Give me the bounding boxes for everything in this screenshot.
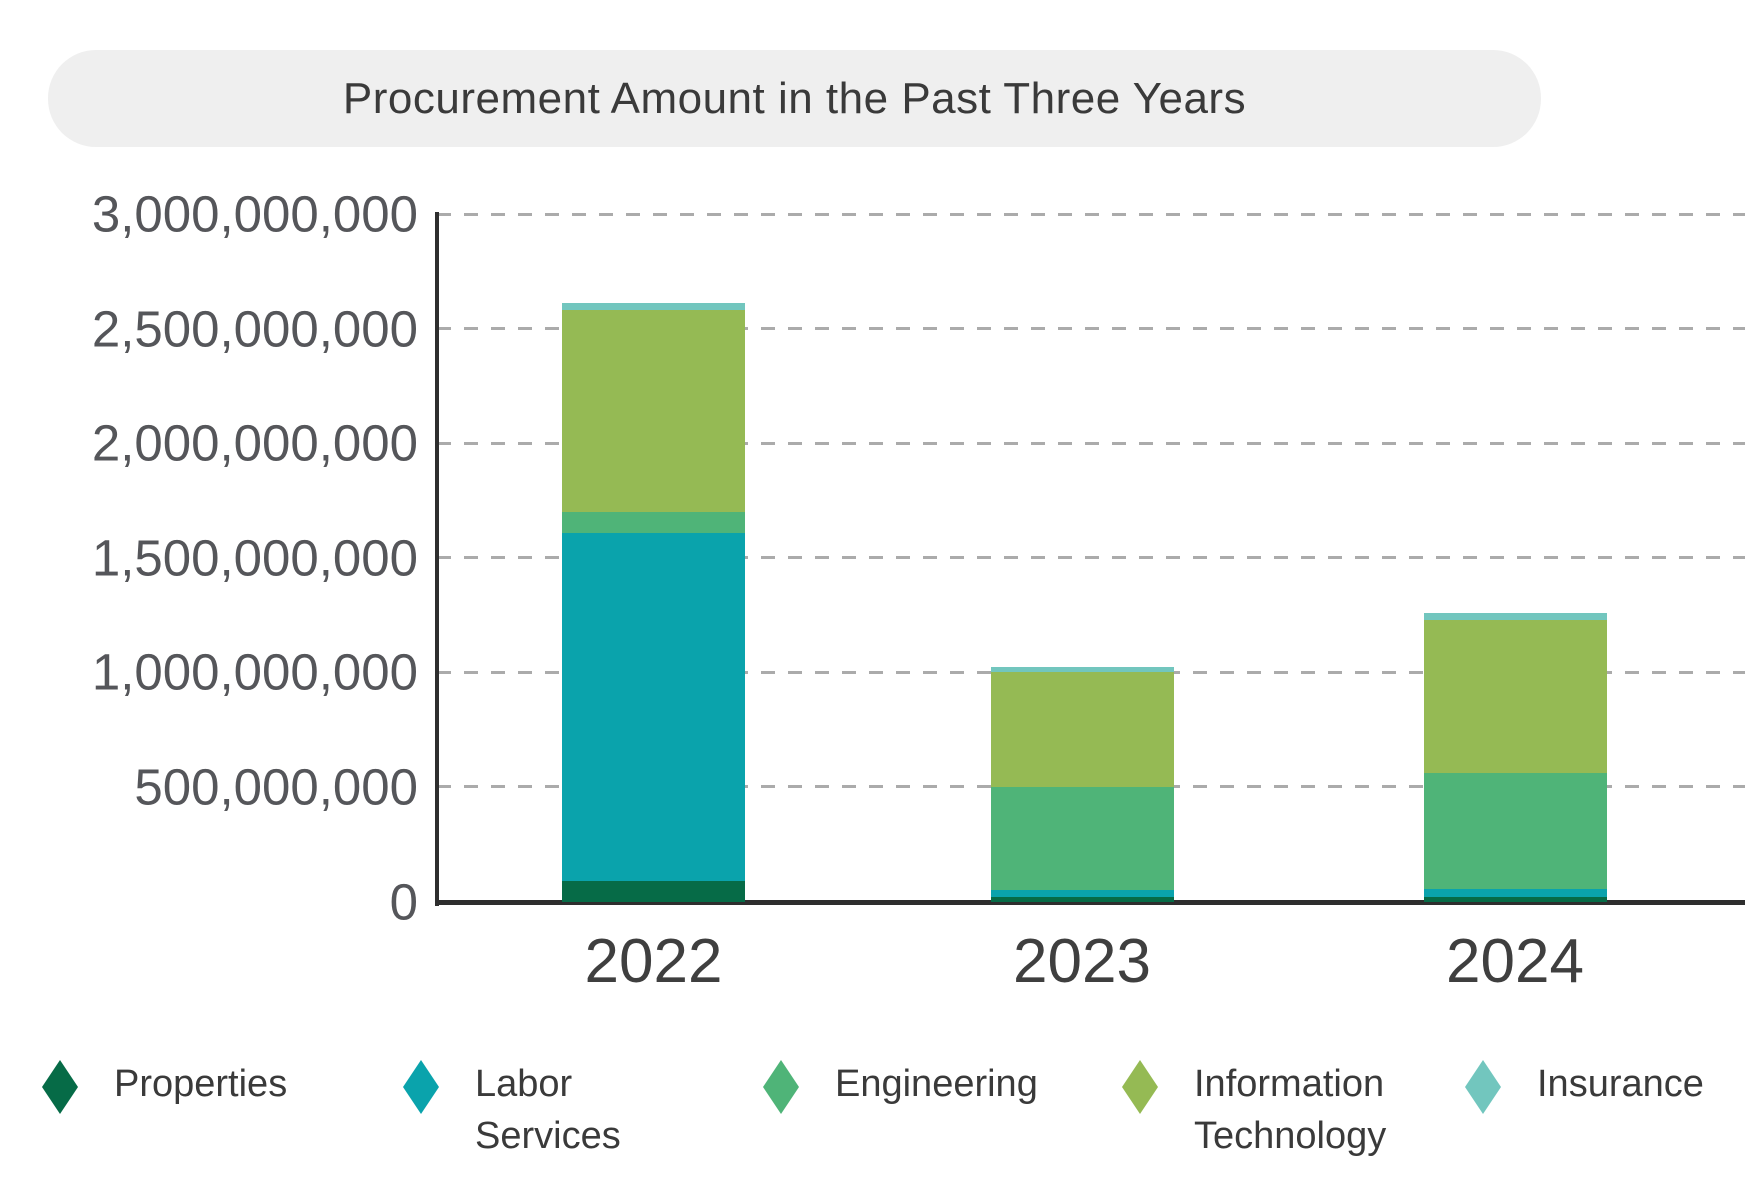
legend-item-engineering[interactable]: Engineering: [763, 1058, 1038, 1114]
legend-item-label-properties: Properties: [114, 1063, 288, 1105]
legend-item-label-insurance: Insurance: [1537, 1063, 1704, 1105]
bar-2022[interactable]: [562, 303, 745, 902]
y-axis-tick-label: 0: [389, 873, 418, 930]
bar-segment-labor-services-2024[interactable]: [1423, 888, 1607, 897]
y-axis-tick-label: 1,000,000,000: [91, 643, 418, 701]
legend-item-insurance[interactable]: Insurance: [1465, 1058, 1704, 1114]
bar-segment-labor-services-2023[interactable]: [990, 890, 1174, 897]
x-axis-tick-label-2024: 2024: [1446, 927, 1584, 996]
bar-2023[interactable]: [990, 666, 1174, 902]
gridline: [437, 556, 1745, 560]
bar-segment-information-technology-2024[interactable]: [1423, 619, 1607, 774]
bar-segment-engineering-2024[interactable]: [1423, 773, 1607, 889]
y-axis-tick-label: 3,000,000,000: [91, 185, 418, 243]
bar-segment-labor-services-2022[interactable]: [562, 532, 745, 881]
gridline: [437, 327, 1745, 331]
y-axis-line: [435, 212, 439, 906]
bar-segment-insurance-2022[interactable]: [562, 303, 745, 311]
bar-segment-properties-2023[interactable]: [990, 896, 1174, 902]
gridline: [437, 441, 1745, 445]
bar-segment-engineering-2023[interactable]: [990, 786, 1174, 891]
title-pill: Procurement Amount in the Past Three Yea…: [48, 50, 1541, 147]
legend-diamond-icon-properties: [42, 1060, 78, 1114]
legend-item-information-technology[interactable]: Information Technology: [1122, 1058, 1386, 1162]
y-axis-tick-label: 2,500,000,000: [91, 300, 418, 358]
x-axis-tick-label-2022: 2022: [584, 927, 723, 996]
y-axis-tick-label: 500,000,000: [134, 758, 418, 816]
gridline: [437, 212, 1745, 216]
legend-item-labor-services[interactable]: Labor Services: [403, 1058, 621, 1162]
legend-diamond-icon-insurance: [1465, 1060, 1501, 1114]
bar-2024[interactable]: [1423, 612, 1607, 902]
legend-item-label-engineering: Engineering: [835, 1063, 1038, 1105]
y-axis-tick-label: 2,000,000,000: [91, 414, 418, 472]
legend-item-properties[interactable]: Properties: [42, 1058, 287, 1114]
legend-item-label-labor-services: Labor Services: [475, 1063, 621, 1157]
bar-segment-properties-2022[interactable]: [562, 880, 745, 902]
x-axis-line: [435, 899, 1745, 905]
y-axis-tick-label: 1,500,000,000: [91, 529, 418, 587]
bar-segment-information-technology-2023[interactable]: [990, 672, 1174, 787]
bar-segment-engineering-2022[interactable]: [562, 511, 745, 533]
legend-diamond-icon-information-technology: [1122, 1060, 1158, 1114]
legend-diamond-icon-engineering: [763, 1060, 799, 1114]
chart-title: Procurement Amount in the Past Three Yea…: [342, 73, 1247, 123]
legend-item-label-information-technology: Information Technology: [1194, 1063, 1387, 1157]
legend-diamond-icon-labor-services: [403, 1060, 439, 1114]
bar-segment-insurance-2023[interactable]: [990, 666, 1174, 673]
bar-segment-information-technology-2022[interactable]: [562, 310, 745, 512]
x-axis-tick-label-2023: 2023: [1013, 927, 1151, 996]
bar-segment-properties-2024[interactable]: [1423, 896, 1607, 902]
bar-segment-insurance-2024[interactable]: [1423, 612, 1607, 620]
